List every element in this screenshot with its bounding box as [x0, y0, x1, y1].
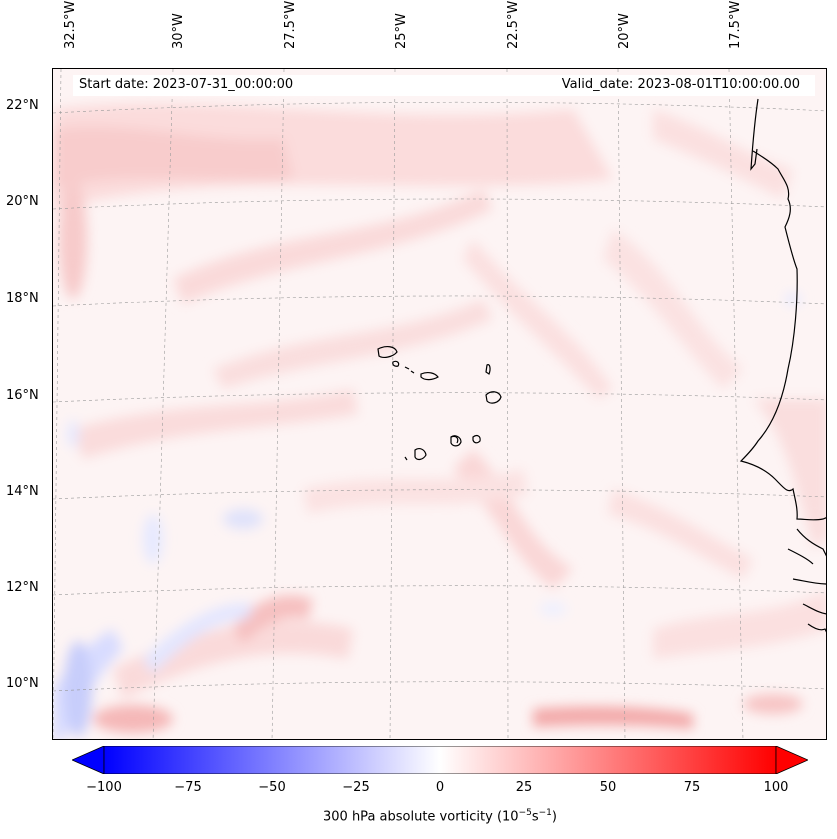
colorbar-tick: 25: [515, 780, 533, 795]
lat-label-14n: 14°N: [6, 484, 39, 499]
colorbar-tick: −25: [342, 780, 370, 795]
colorbar-tick: −50: [258, 780, 286, 795]
coastline: [377, 98, 826, 633]
colorbar-low-extend: [72, 746, 105, 774]
lat-label-18n: 18°N: [6, 291, 39, 306]
lon-label-27-5w: 27.5°W: [283, 0, 298, 49]
lat-label-10n: 10°N: [6, 676, 39, 691]
valid-date-label: Valid_date: 2023-08-01T10:00:00.00: [561, 77, 800, 92]
graticule: [53, 69, 826, 739]
vorticity-map: Start date: 2023-07-31_00:00:00 Valid_da…: [52, 68, 827, 740]
colorbar-tick: −100: [86, 780, 122, 795]
start-date-label: Start date: 2023-07-31_00:00:00: [79, 77, 294, 92]
colorbar: [72, 746, 808, 774]
lon-label-25w: 25°W: [394, 13, 409, 49]
lat-label-16n: 16°N: [6, 388, 39, 403]
colorbar-tick: 50: [599, 780, 617, 795]
lat-label-20n: 20°N: [6, 194, 39, 209]
colorbar-high-extend: [775, 746, 808, 774]
colorbar-tick: 75: [683, 780, 701, 795]
lon-label-30w: 30°W: [171, 13, 186, 49]
vorticity-field: [53, 69, 826, 739]
vorticity-shading: [53, 103, 826, 739]
colorbar-gradient: [103, 746, 777, 774]
colorbar-tick: 100: [763, 780, 789, 795]
lon-label-17-5w: 17.5°W: [728, 0, 743, 49]
colorbar-label: 300 hPa absolute vorticity (10−5s−1): [323, 808, 557, 825]
lon-label-20w: 20°W: [617, 13, 632, 49]
lon-label-32-5w: 32.5°W: [63, 0, 78, 49]
colorbar-tick: −75: [174, 780, 202, 795]
lon-label-22-5w: 22.5°W: [506, 0, 521, 49]
lat-label-22n: 22°N: [6, 98, 39, 113]
colorbar-tick: 0: [435, 780, 445, 795]
lat-label-12n: 12°N: [6, 580, 39, 595]
